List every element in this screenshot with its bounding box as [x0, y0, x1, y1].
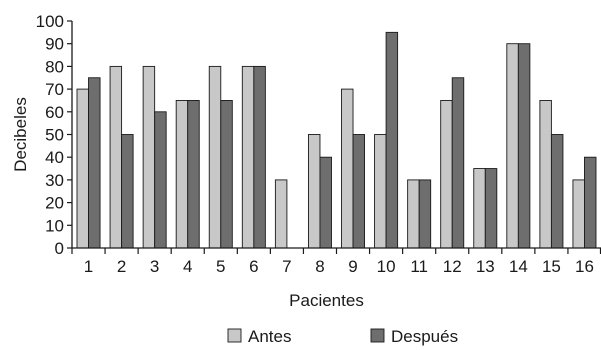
bar-antes-8 [307, 134, 321, 249]
bar-despus-15 [550, 134, 564, 249]
legend-item-despus: Después [370, 327, 458, 346]
bar-antes-15 [539, 99, 552, 249]
bar-antes-6 [241, 65, 255, 249]
bars [76, 31, 597, 249]
x-tick-label: 7 [282, 257, 291, 276]
x-tick-label: 12 [443, 257, 462, 276]
y-tick-label: 20 [45, 194, 64, 213]
x-tick-label: 10 [377, 257, 396, 276]
bar-antes-5 [208, 65, 222, 249]
bar-antes-9 [341, 88, 354, 249]
x-tick-label: 8 [315, 257, 324, 276]
y-tick-label: 50 [45, 126, 64, 145]
bar-antes-1 [76, 88, 89, 249]
y-tick-label: 30 [45, 171, 64, 190]
bar-antes-11 [407, 179, 420, 249]
legend: Antes Después [227, 327, 458, 346]
bar-despus-14 [517, 43, 531, 249]
bar-despus-10 [385, 31, 399, 249]
y-tick-label: 60 [45, 103, 64, 122]
bar-antes-14 [506, 43, 519, 249]
bar-antes-7 [274, 179, 288, 249]
x-tick-label: 4 [183, 257, 192, 276]
x-tick-label: 6 [249, 257, 258, 276]
legend-swatch [370, 328, 385, 343]
bar-despus-2 [121, 134, 134, 249]
y-axis-title: Decibeles [11, 97, 30, 172]
x-tick-label: 5 [216, 257, 225, 276]
bar-antes-3 [142, 65, 156, 249]
bar-despus-9 [352, 134, 366, 249]
y-tick-label: 90 [45, 35, 64, 54]
y-tick-label: 0 [55, 239, 64, 258]
y-tick-label: 100 [36, 12, 64, 31]
bar-antes-13 [473, 168, 486, 249]
x-tick-label: 11 [410, 257, 428, 276]
x-tick-label: 2 [117, 257, 126, 276]
x-tick-label: 16 [575, 257, 594, 276]
bar-despus-11 [418, 179, 432, 249]
y-tick-label: 10 [45, 216, 64, 235]
bar-despus-12 [451, 77, 465, 249]
y-tick-label: 80 [45, 57, 64, 76]
bar-despus-5 [220, 99, 233, 249]
legend-label: Después [391, 327, 458, 346]
bar-antes-16 [572, 179, 585, 249]
x-tick-label: 15 [542, 257, 561, 276]
x-axis: 1 2 3 4 5 6 7 8 9 10 11 12 13 14 15 16 [71, 247, 601, 276]
legend-label: Antes [248, 327, 291, 346]
x-axis-title: Pacientes [289, 291, 364, 310]
x-tick-label: 3 [150, 257, 159, 276]
y-tick-label: 70 [45, 80, 64, 99]
legend-swatch [227, 328, 242, 343]
y-axis: 0 10 20 30 40 50 60 70 80 90 100 [36, 12, 73, 258]
legend-item-antes: Antes [227, 327, 291, 346]
x-tick-label: 9 [348, 257, 357, 276]
bar-antes-2 [109, 65, 123, 249]
bar-despus-13 [484, 168, 498, 249]
bar-antes-10 [374, 134, 387, 249]
x-tick-label: 13 [476, 257, 495, 276]
bar-despus-3 [154, 111, 167, 249]
y-tick-label: 40 [45, 148, 64, 167]
x-tick-label: 1 [84, 257, 93, 276]
bar-despus-1 [88, 77, 101, 249]
bar-despus-4 [187, 99, 200, 249]
bar-despus-6 [253, 65, 266, 249]
bar-antes-4 [175, 99, 189, 249]
bar-despus-8 [319, 156, 332, 249]
bar-despus-16 [584, 156, 597, 249]
bar-antes-12 [440, 99, 453, 249]
x-tick-label: 14 [509, 257, 528, 276]
